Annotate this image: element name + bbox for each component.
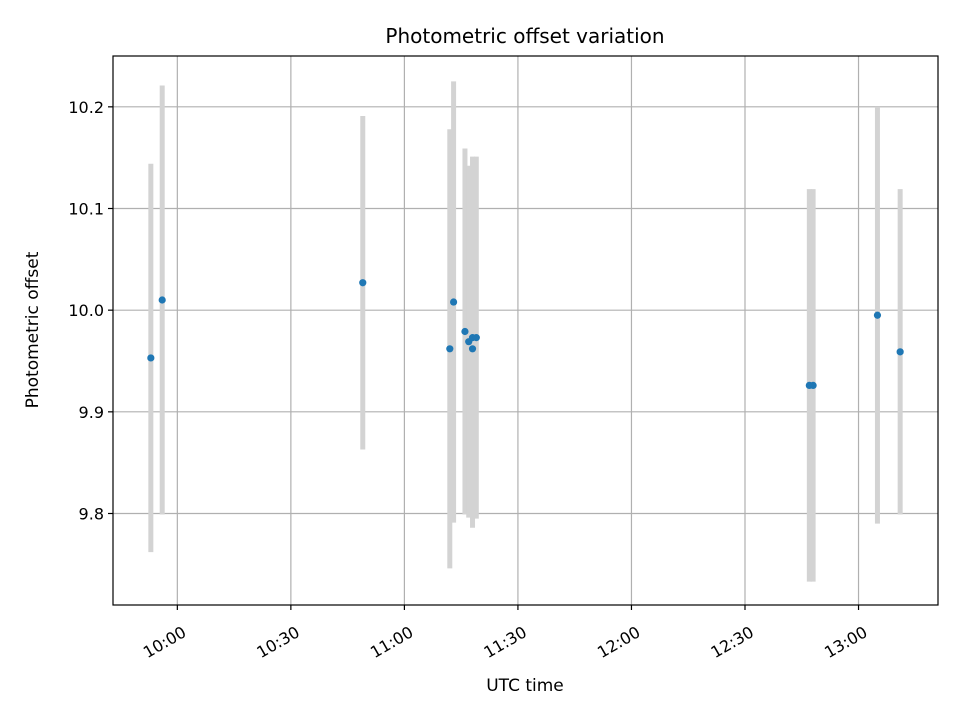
data-point — [446, 345, 454, 353]
y-tick-label: 10.0 — [68, 301, 104, 320]
data-point — [461, 327, 469, 336]
y-tick-label: 10.1 — [68, 200, 104, 219]
grid — [113, 56, 938, 605]
y-axis-label: Photometric offset — [23, 251, 43, 408]
chart-title: Photometric offset variation — [385, 24, 664, 48]
data-point — [158, 296, 166, 304]
y-tick-label: 9.8 — [79, 505, 104, 524]
data-point — [147, 354, 155, 362]
y-tick-label: 9.9 — [79, 403, 104, 422]
data-point — [468, 345, 477, 353]
data-point — [873, 311, 882, 319]
data-point — [472, 334, 480, 342]
data-point — [359, 279, 367, 287]
plot-frame — [112, 55, 939, 606]
data-point — [809, 381, 817, 389]
data-points — [147, 279, 904, 389]
x-axis-label: UTC time — [486, 676, 564, 696]
y-tick-label: 10.2 — [68, 98, 104, 117]
data-point — [896, 348, 904, 356]
data-point — [449, 298, 458, 306]
